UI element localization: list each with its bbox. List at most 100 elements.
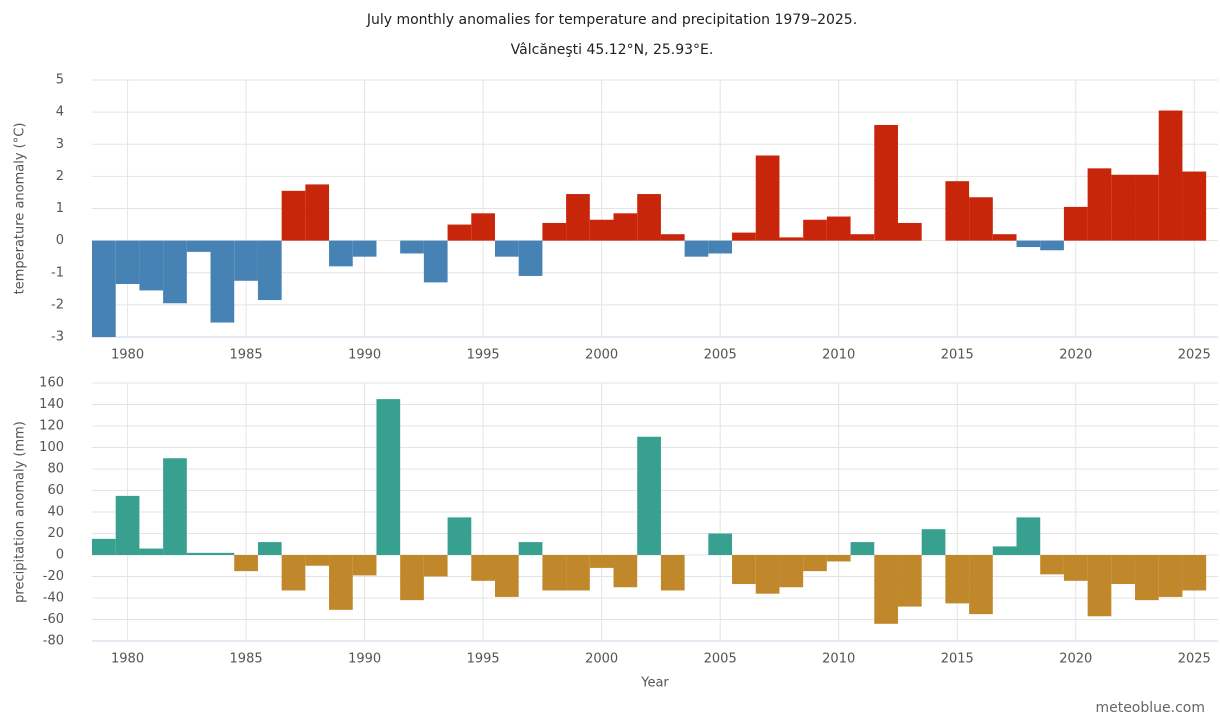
- bar: [518, 240, 543, 276]
- x-tick-label: 1995: [467, 652, 500, 667]
- bar: [826, 555, 851, 562]
- y-tick-label: 120: [39, 419, 64, 434]
- x-tick-label: 1985: [230, 652, 263, 667]
- y-tick-label: -80: [43, 634, 64, 649]
- bar: [139, 240, 164, 291]
- bar: [1135, 555, 1159, 601]
- bar: [494, 240, 519, 257]
- bar: [779, 555, 804, 588]
- y-tick-label: 2: [56, 169, 64, 184]
- x-tick-label: 2025: [1178, 652, 1211, 667]
- bar: [494, 555, 519, 597]
- y-tick-label: 160: [39, 376, 64, 391]
- y-tick-label: 140: [39, 397, 64, 412]
- bar: [1063, 555, 1088, 581]
- bar: [589, 219, 614, 241]
- y-tick-label: 60: [47, 483, 64, 498]
- bar: [281, 190, 306, 241]
- bar: [897, 222, 922, 241]
- bar: [921, 529, 946, 555]
- bar: [423, 240, 448, 283]
- y-axis-label: precipitation anomaly (mm): [13, 421, 28, 603]
- bar: [1182, 555, 1207, 591]
- bar: [732, 555, 756, 585]
- bar: [305, 555, 330, 566]
- y-axis-label: temperature anomaly (°C): [13, 123, 28, 295]
- bar: [542, 222, 567, 241]
- bar: [637, 436, 661, 555]
- bar: [234, 240, 258, 281]
- bar: [992, 234, 1017, 241]
- y-tick-label: 100: [39, 440, 64, 455]
- bar: [115, 240, 140, 284]
- bar: [139, 548, 164, 555]
- bar: [1135, 174, 1159, 241]
- bar: [874, 124, 898, 241]
- x-tick-label: 2020: [1059, 348, 1092, 363]
- x-tick-label: 2005: [704, 348, 737, 363]
- y-tick-label: 0: [56, 548, 64, 563]
- x-tick-label: 2000: [585, 348, 618, 363]
- bar: [329, 555, 353, 610]
- y-tick-label: -2: [51, 297, 64, 312]
- bar: [1087, 168, 1112, 241]
- chart-title: July monthly anomalies for temperature a…: [366, 12, 857, 28]
- y-tick-label: -3: [51, 330, 64, 345]
- bar: [1111, 174, 1136, 241]
- bar: [1182, 171, 1207, 241]
- bar: [969, 555, 993, 615]
- y-tick-label: 80: [47, 462, 64, 477]
- bar: [447, 517, 472, 555]
- x-tick-label: 2010: [822, 652, 855, 667]
- bar: [400, 240, 424, 254]
- bar: [210, 240, 235, 323]
- y-tick-label: -40: [43, 591, 64, 606]
- bar: [447, 224, 472, 241]
- chart-subtitle: Vâlcăneşti 45.12°N, 25.93°E.: [511, 42, 714, 58]
- bar: [945, 555, 970, 604]
- bar: [969, 197, 993, 241]
- x-tick-label: 1990: [348, 652, 381, 667]
- bar: [850, 542, 875, 555]
- bar: [352, 555, 377, 576]
- y-tick-label: -1: [51, 265, 64, 280]
- bar: [613, 213, 638, 241]
- bar: [897, 555, 922, 607]
- bar: [115, 495, 140, 555]
- bar: [1158, 110, 1183, 241]
- bar: [92, 538, 116, 555]
- bar: [234, 555, 258, 572]
- bar: [992, 546, 1017, 555]
- bar: [1040, 555, 1064, 575]
- bar: [1016, 517, 1041, 555]
- bar: [542, 555, 567, 591]
- bar: [352, 240, 377, 257]
- y-tick-label: 0: [56, 233, 64, 248]
- bar: [186, 240, 211, 252]
- bar: [755, 155, 780, 241]
- bar: [210, 552, 235, 555]
- bar: [1040, 240, 1064, 251]
- bar: [186, 552, 211, 555]
- x-tick-label: 2025: [1178, 348, 1211, 363]
- bar: [803, 555, 827, 572]
- credit: meteoblue.com: [1095, 700, 1205, 715]
- bar: [637, 194, 661, 241]
- y-tick-label: 3: [56, 137, 64, 152]
- bar: [945, 181, 970, 241]
- bar: [779, 237, 804, 241]
- x-tick-label: 1985: [230, 348, 263, 363]
- bar: [1016, 240, 1041, 248]
- y-tick-label: 4: [56, 105, 64, 120]
- x-tick-label: 2015: [941, 652, 974, 667]
- bar: [376, 399, 401, 555]
- y-tick-label: 1: [56, 201, 64, 216]
- bar: [471, 213, 495, 241]
- bar: [850, 234, 875, 241]
- x-tick-label: 2020: [1059, 652, 1092, 667]
- bar: [1063, 206, 1088, 241]
- x-tick-label: 1995: [467, 348, 500, 363]
- bar: [257, 240, 282, 301]
- bar: [803, 219, 827, 241]
